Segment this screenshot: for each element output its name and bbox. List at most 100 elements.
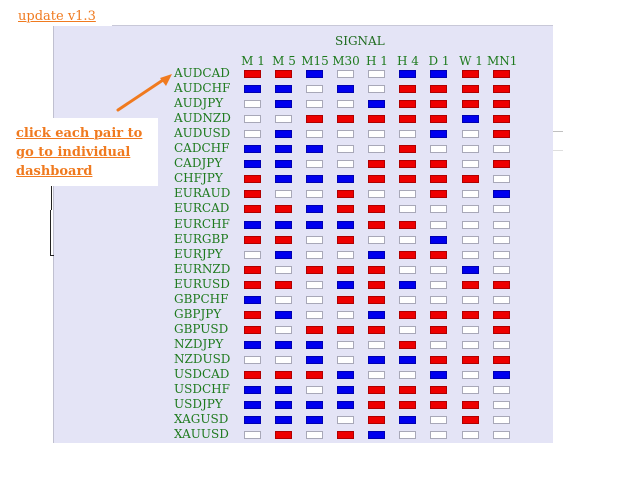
- pair-link-audusd[interactable]: AUDUSD: [174, 126, 231, 141]
- pair-link-chfjpy[interactable]: CHFJPY: [174, 171, 223, 186]
- signal-cell-gbpchf-m5: [275, 295, 292, 304]
- signal-cell-eurusd-m1: [244, 280, 261, 289]
- signal-cell-euraud-d1: [430, 190, 447, 199]
- signal-cell-eurnzd-h4: [399, 265, 416, 274]
- signal-cell-audjpy-m30: [337, 100, 354, 109]
- signal-cell-xauusd-h4: [399, 431, 416, 440]
- signal-cell-usdchf-m15: [306, 386, 323, 395]
- pair-link-eurjpy[interactable]: EURJPY: [174, 246, 223, 261]
- signal-cell-audcad-h4: [399, 70, 416, 78]
- signal-cell-usdchf-m1: [244, 386, 261, 395]
- signal-cell-eurcad-h4: [399, 205, 416, 214]
- signal-cell-gbpjpy-h1: [368, 310, 385, 319]
- timeframe-label-m15: M15: [301, 54, 329, 68]
- signal-cell-audjpy-m15: [306, 100, 323, 109]
- signal-cell-audchf-w1: [462, 85, 479, 94]
- signal-cell-xauusd-m15: [306, 431, 323, 440]
- signal-cell-eurjpy-d1: [430, 250, 447, 259]
- signal-cell-nzdjpy-m1: [244, 340, 261, 349]
- pair-link-cadjpy[interactable]: CADJPY: [174, 156, 223, 171]
- signal-cell-eurcad-m1: [244, 205, 261, 214]
- signal-cell-chfjpy-m1: [244, 175, 261, 184]
- pair-link-usdcad[interactable]: USDCAD: [174, 367, 230, 381]
- pair-link-audcad[interactable]: AUDCAD: [174, 66, 230, 80]
- signal-cell-nzdjpy-mn1: [493, 340, 510, 349]
- signal-cell-usdjpy-m5: [275, 401, 292, 410]
- signal-cell-usdjpy-m15: [306, 401, 323, 410]
- signal-cell-usdcad-h1: [368, 371, 385, 379]
- signal-cell-eurgbp-w1: [462, 235, 479, 244]
- signal-cell-gbpchf-m30: [337, 295, 354, 304]
- signal-cell-cadjpy-w1: [462, 160, 479, 169]
- signal-cell-audcad-mn1: [493, 70, 510, 78]
- signal-cell-eurjpy-mn1: [493, 250, 510, 259]
- signal-cell-audnzd-mn1: [493, 115, 510, 124]
- pair-link-eurusd[interactable]: EURUSD: [174, 276, 230, 291]
- pair-link-cadchf[interactable]: CADCHF: [174, 141, 230, 156]
- signal-cell-cadchf-mn1: [493, 145, 510, 154]
- pair-link-eurcad[interactable]: EURCAD: [174, 201, 230, 216]
- signal-cell-gbpjpy-m1: [244, 310, 261, 319]
- signal-cell-eurnzd-m5: [275, 265, 292, 274]
- signal-cell-eurjpy-h4: [399, 250, 416, 259]
- signal-cell-audnzd-m5: [275, 115, 292, 124]
- signal-cell-usdcad-d1: [430, 371, 447, 379]
- signal-cell-gbpusd-m5: [275, 325, 292, 334]
- signal-cell-eurcad-m15: [306, 205, 323, 214]
- pair-link-eurnzd[interactable]: EURNZD: [174, 261, 231, 276]
- right-edge-mark-2: [553, 150, 563, 151]
- signal-title: SIGNAL: [335, 34, 385, 48]
- signal-cell-eurnzd-h1: [368, 265, 385, 274]
- pair-link-audjpy[interactable]: AUDJPY: [174, 96, 224, 111]
- pair-link-gbpchf[interactable]: GBPCHF: [174, 291, 229, 306]
- signal-cell-audcad-d1: [430, 70, 447, 78]
- pair-link-audnzd[interactable]: AUDNZD: [174, 111, 231, 126]
- signal-cell-euraud-h4: [399, 190, 416, 199]
- pair-link-eurchf[interactable]: EURCHF: [174, 216, 230, 231]
- pair-link-audchf[interactable]: AUDCHF: [174, 81, 231, 96]
- signal-cell-cadjpy-m30: [337, 160, 354, 169]
- signal-cell-audnzd-m15: [306, 115, 323, 124]
- pair-link-usdjpy[interactable]: USDJPY: [174, 397, 223, 412]
- pair-link-usdchf[interactable]: USDCHF: [174, 382, 230, 397]
- pair-link-euraud[interactable]: EURAUD: [174, 186, 231, 201]
- signal-cell-nzdjpy-m30: [337, 340, 354, 349]
- signal-cell-gbpjpy-w1: [462, 310, 479, 319]
- signal-cell-cadchf-m1: [244, 145, 261, 154]
- pair-click-callout: click each pair to go to individual dash…: [10, 118, 158, 186]
- signal-cell-eurchf-mn1: [493, 220, 510, 229]
- signal-cell-gbpchf-h4: [399, 295, 416, 304]
- signal-cell-euraud-w1: [462, 190, 479, 199]
- pair-link-nzdusd[interactable]: NZDUSD: [174, 351, 231, 366]
- signal-cell-nzdjpy-h4: [399, 340, 416, 349]
- signal-cell-gbpusd-m30: [337, 325, 354, 334]
- pair-link-eurgbp[interactable]: EURGBP: [174, 231, 229, 246]
- signal-cell-cadjpy-m15: [306, 160, 323, 169]
- signal-cell-euraud-h1: [368, 190, 385, 199]
- signal-cell-nzdusd-m5: [275, 355, 292, 364]
- signal-cell-usdjpy-h4: [399, 401, 416, 410]
- signal-cell-audchf-h1: [368, 85, 385, 94]
- pair-link-gbpusd[interactable]: GBPUSD: [174, 321, 229, 336]
- signal-cell-euraud-m1: [244, 190, 261, 199]
- pair-link-nzdjpy[interactable]: NZDJPY: [174, 336, 224, 351]
- pair-link-xagusd[interactable]: XAGUSD: [174, 412, 229, 427]
- signal-cell-gbpjpy-mn1: [493, 310, 510, 319]
- signal-cell-audusd-m5: [275, 130, 292, 139]
- signal-cell-usdcad-m5: [275, 371, 292, 379]
- signal-cell-eurnzd-m30: [337, 265, 354, 274]
- signal-cell-eurcad-w1: [462, 205, 479, 214]
- pair-link-xauusd[interactable]: XAUUSD: [174, 427, 229, 442]
- signal-cell-xagusd-mn1: [493, 416, 510, 425]
- right-edge-mark: [553, 131, 563, 132]
- signal-cell-gbpjpy-m5: [275, 310, 292, 319]
- signal-cell-audnzd-w1: [462, 115, 479, 124]
- signal-cell-gbpusd-h1: [368, 325, 385, 334]
- signal-cell-xauusd-mn1: [493, 431, 510, 440]
- panel-left-edge-tick: [50, 255, 54, 256]
- signal-cell-audchf-m5: [275, 85, 292, 94]
- pair-link-gbpjpy[interactable]: GBPJPY: [174, 306, 222, 321]
- signal-cell-gbpusd-h4: [399, 325, 416, 334]
- update-version-link[interactable]: update v1.3: [12, 8, 112, 26]
- signal-cell-eurgbp-h4: [399, 235, 416, 244]
